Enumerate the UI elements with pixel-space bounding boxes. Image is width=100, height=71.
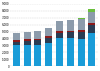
- Bar: [78, 19, 85, 30]
- Bar: [34, 40, 41, 45]
- Bar: [45, 28, 52, 36]
- Bar: [34, 39, 41, 40]
- Bar: [88, 12, 96, 23]
- Bar: [24, 39, 31, 41]
- Bar: [88, 33, 96, 66]
- Bar: [56, 38, 63, 66]
- Bar: [45, 43, 52, 66]
- Bar: [88, 23, 96, 25]
- Bar: [67, 20, 74, 31]
- Bar: [67, 31, 74, 32]
- Bar: [67, 38, 74, 66]
- Bar: [56, 33, 63, 38]
- Bar: [78, 39, 85, 66]
- Bar: [24, 45, 31, 66]
- Bar: [78, 32, 85, 39]
- Bar: [56, 31, 63, 33]
- Bar: [88, 9, 96, 12]
- Bar: [34, 31, 41, 39]
- Bar: [56, 21, 63, 31]
- Bar: [78, 30, 85, 32]
- Bar: [13, 40, 20, 42]
- Bar: [45, 36, 52, 38]
- Bar: [88, 25, 96, 33]
- Bar: [67, 32, 74, 38]
- Bar: [45, 38, 52, 43]
- Bar: [13, 42, 20, 45]
- Bar: [24, 41, 31, 45]
- Bar: [13, 33, 20, 40]
- Bar: [34, 45, 41, 66]
- Bar: [13, 45, 20, 66]
- Bar: [78, 18, 85, 19]
- Bar: [24, 32, 31, 39]
